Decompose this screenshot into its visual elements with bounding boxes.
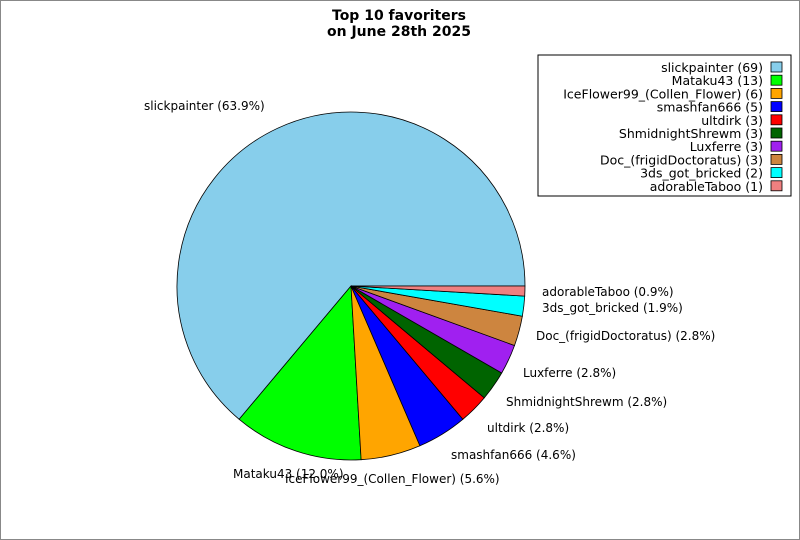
legend-label-Mataku43: Mataku43 (13) [672, 73, 763, 88]
legend-swatch-smashfan666 [770, 101, 783, 112]
pie-slice-slickpainter [176, 111, 526, 420]
slice-label-slickpainter: slickpainter (63.9%) [144, 99, 265, 113]
chart-title-line-1: Top 10 favoriters [332, 8, 466, 24]
slice-label-IceFlower99_(Collen_Flower): IceFlower99_(Collen_Flower) (5.6%) [285, 472, 500, 486]
legend-label-ShmidnightShrewm: ShmidnightShrewm (3) [619, 126, 763, 141]
slice-label-Doc_(frigidDoctoratus): Doc_(frigidDoctoratus) (2.8%) [536, 329, 715, 343]
pie-slice-adorableTaboo [350, 285, 526, 297]
slice-label-Luxferre: Luxferre (2.8%) [523, 366, 616, 380]
slice-label-smashfan666: smashfan666 (4.6%) [451, 448, 576, 462]
legend-swatch-Mataku43 [770, 74, 783, 86]
legend-swatch-IceFlower99_(Collen_Flower) [770, 88, 783, 99]
legend-label-smashfan666: smashfan666 (5) [657, 100, 763, 115]
slice-label-ShmidnightShrewm: ShmidnightShrewm (2.8%) [506, 395, 667, 409]
pie-slice-Mataku43 [238, 284, 362, 461]
slice-label-Mataku43: Mataku43 (12.0%) [233, 467, 344, 481]
legend-box [537, 54, 792, 197]
slice-label-adorableTaboo: adorableTaboo (0.9%) [542, 285, 674, 299]
slice-label-ultdirk: ultdirk (2.8%) [487, 421, 569, 435]
legend-swatch-slickpainter [770, 61, 783, 73]
legend-label-Luxferre: Luxferre (3) [690, 139, 763, 154]
legend-label-IceFlower99_(Collen_Flower): IceFlower99_(Collen_Flower) (6) [563, 86, 763, 101]
legend-label-ultdirk: ultdirk (3) [701, 113, 763, 128]
legend-label-3ds_got_bricked: 3ds_got_bricked (2) [640, 166, 763, 181]
legend-swatch-Doc_(frigidDoctoratus) [770, 153, 783, 165]
legend-label-slickpainter: slickpainter (69) [661, 60, 763, 75]
chart-title-line-2: on June 28th 2025 [327, 24, 471, 40]
legend-swatch-ultdirk [770, 114, 783, 126]
legend-swatch-3ds_got_bricked [770, 167, 783, 179]
legend-swatch-Luxferre [770, 140, 783, 152]
pie-slices [176, 111, 526, 461]
legend-label-adorableTaboo: adorableTaboo (1) [650, 179, 763, 194]
legend-label-Doc_(frigidDoctoratus): Doc_(frigidDoctoratus) (3) [600, 152, 763, 167]
legend-swatch-adorableTaboo [770, 180, 783, 192]
legend-swatch-ShmidnightShrewm [770, 127, 783, 139]
slice-label-3ds_got_bricked: 3ds_got_bricked (1.9%) [542, 301, 683, 315]
slice-labels: slickpainter (63.9%) Mataku43 (12.0%)IceF… [144, 99, 715, 486]
legend: slickpainter (69)Mataku43 (13)IceFlower9… [537, 54, 792, 197]
